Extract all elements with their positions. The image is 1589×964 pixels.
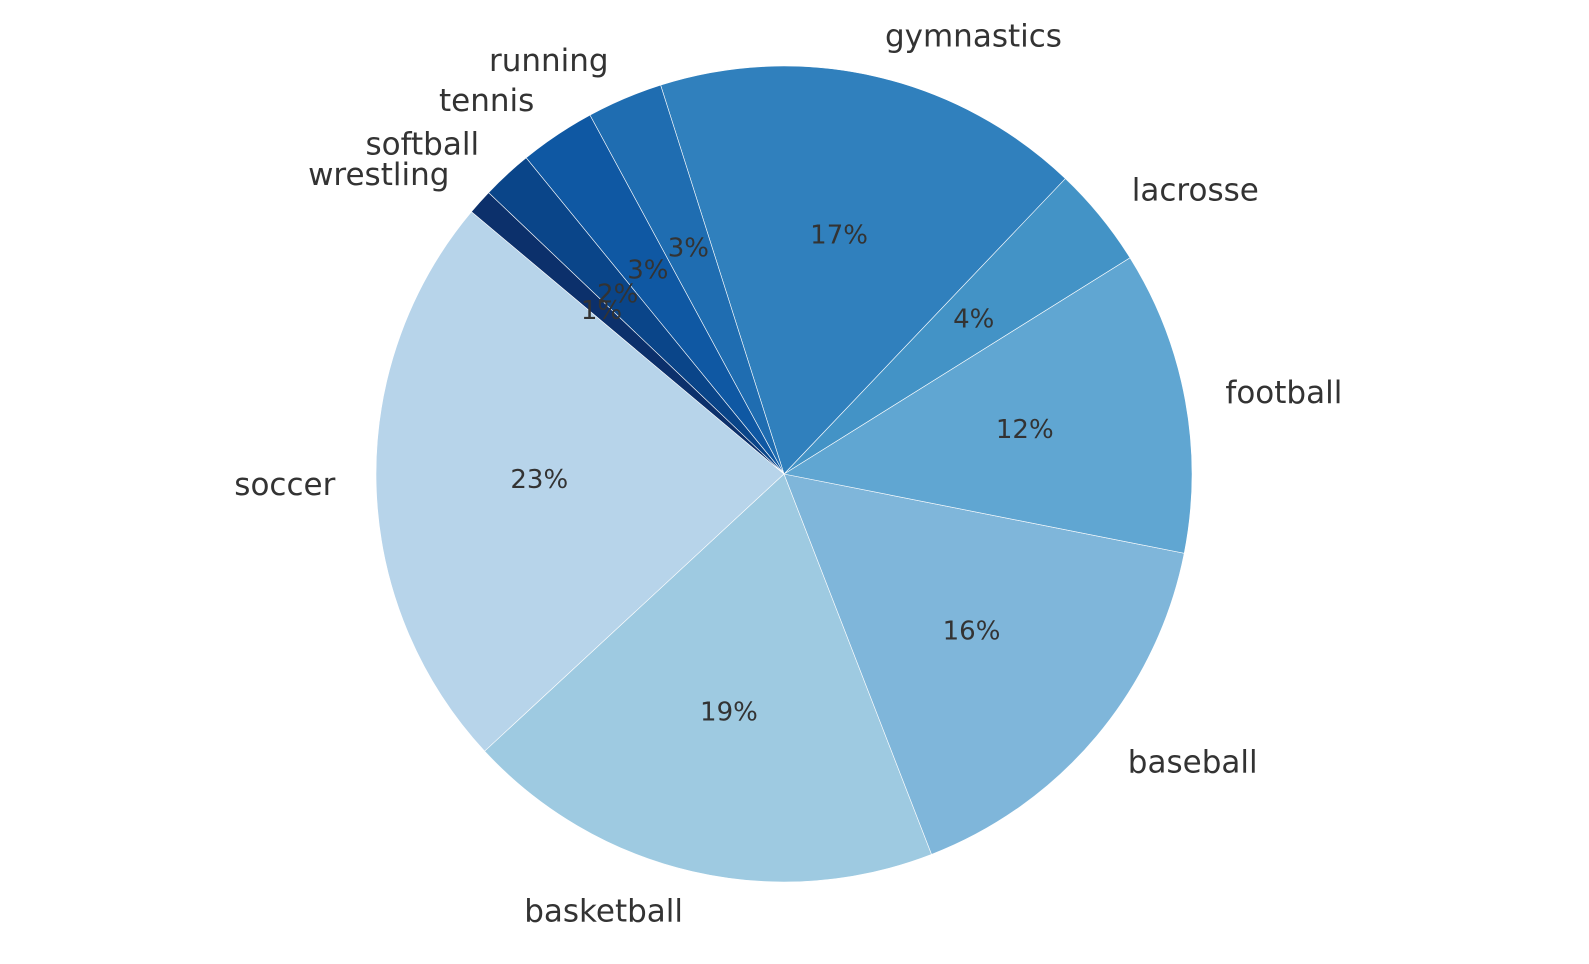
percent-label-running: 3%: [668, 234, 709, 264]
category-label-softball: softball: [366, 127, 480, 163]
percent-label-wrestling: 1%: [581, 296, 622, 326]
percent-label-gymnastics: 17%: [810, 220, 868, 250]
percent-label-softball: 2%: [597, 279, 638, 309]
category-label-tennis: tennis: [439, 83, 534, 119]
percent-labels: 23%19%16%12%4%17%3%3%2%1%: [510, 220, 1053, 727]
pie-slice-baseball: [783, 473, 1185, 855]
percent-label-baseball: 16%: [943, 616, 1001, 646]
pie-slice-soccer: [375, 211, 785, 752]
category-label-football: football: [1225, 375, 1342, 411]
category-labels: soccer basketball baseball football lacrosse…: [234, 19, 1342, 930]
category-label-lacrosse: lacrosse: [1132, 172, 1259, 208]
pie-slices: [375, 65, 1193, 883]
percent-label-basketball: 19%: [700, 698, 758, 728]
percent-label-soccer: 23%: [510, 465, 568, 495]
category-label-baseball: baseball: [1128, 744, 1258, 780]
category-label-wrestling: wrestling: [308, 157, 449, 193]
category-label-gymnastics: gymnastics: [885, 19, 1062, 55]
pie-slice-wrestling: [471, 192, 785, 475]
pie-slice-gymnastics: [660, 65, 1066, 475]
percent-label-lacrosse: 4%: [953, 304, 994, 334]
pie-slice-football: [783, 257, 1193, 554]
pie-slice-basketball: [484, 473, 932, 883]
category-label-running: running: [489, 43, 609, 79]
percent-label-tennis: 3%: [627, 256, 668, 286]
category-label-basketball: basketball: [524, 893, 683, 929]
percent-label-football: 12%: [996, 415, 1054, 445]
category-label-soccer: soccer: [234, 467, 335, 503]
